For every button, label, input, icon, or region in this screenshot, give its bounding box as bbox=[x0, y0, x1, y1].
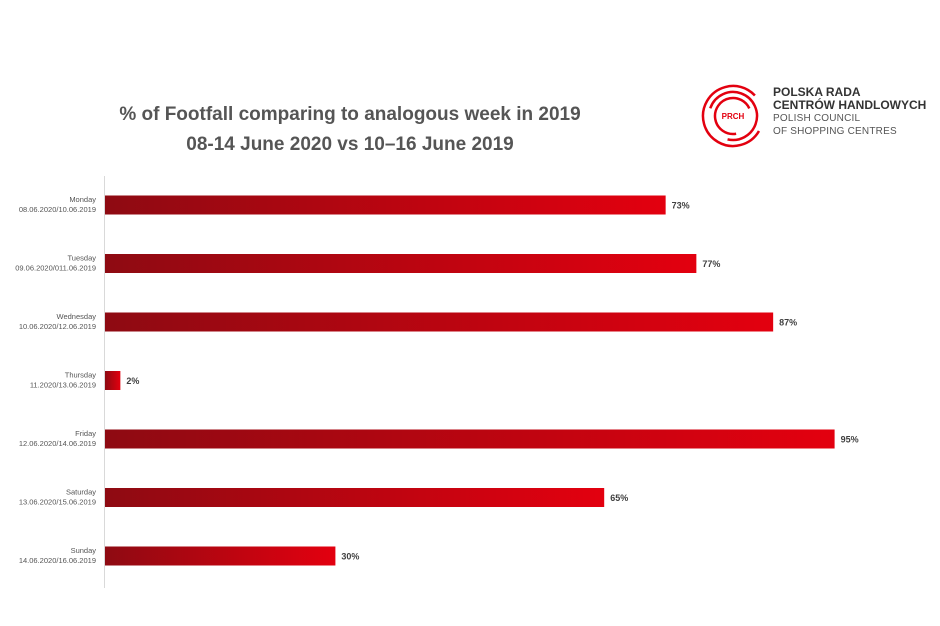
prch-logo: PRCH POLSKA RADA CENTRÓW HANDLOWYCH POLI… bbox=[697, 80, 937, 150]
category-date-label: 11.2020/13.06.2019 bbox=[30, 381, 96, 390]
chart-title-block: % of Footfall comparing to analogous wee… bbox=[40, 100, 660, 160]
category-date-label: 08.06.2020/10.06.2019 bbox=[19, 205, 96, 214]
logo-line-4: OF SHOPPING CENTRES bbox=[773, 126, 897, 137]
bar-thursday bbox=[105, 371, 121, 390]
chart-subtitle: 08-14 June 2020 vs 10–16 June 2019 bbox=[186, 134, 514, 155]
bar-saturday bbox=[105, 488, 605, 507]
category-day-label: Thursday bbox=[65, 371, 97, 380]
prch-badge-text: PRCH bbox=[722, 112, 745, 121]
bar-tuesday bbox=[105, 254, 697, 273]
bar-friday bbox=[105, 429, 835, 449]
category-date-label: 10.06.2020/12.06.2019 bbox=[19, 322, 96, 331]
value-label: 95% bbox=[841, 435, 859, 445]
value-label: 30% bbox=[341, 552, 359, 562]
logo-line-2: CENTRÓW HANDLOWYCH bbox=[773, 98, 927, 112]
prch-logo-text: POLSKA RADA CENTRÓW HANDLOWYCH POLISH CO… bbox=[773, 86, 926, 138]
category-day-label: Saturday bbox=[66, 488, 96, 497]
value-label: 65% bbox=[610, 493, 628, 503]
value-label: 2% bbox=[126, 376, 139, 386]
category-date-label: 12.06.2020/14.06.2019 bbox=[19, 439, 96, 448]
category-date-label: 14.06.2020/16.06.2019 bbox=[19, 556, 96, 565]
chart-title: % of Footfall comparing to analogous wee… bbox=[119, 104, 581, 125]
prch-logo-icon: PRCH bbox=[701, 84, 765, 148]
value-label: 73% bbox=[672, 201, 690, 211]
logo-line-1: POLSKA RADA bbox=[773, 85, 861, 99]
bar-wednesday bbox=[105, 312, 774, 332]
bar-monday bbox=[105, 195, 666, 215]
category-day-label: Sunday bbox=[71, 546, 97, 555]
category-day-label: Friday bbox=[75, 429, 96, 438]
category-day-label: Wednesday bbox=[57, 312, 97, 321]
value-label: 77% bbox=[702, 259, 720, 269]
logo-line-3: POLISH COUNCIL bbox=[773, 113, 861, 124]
category-day-label: Tuesday bbox=[68, 254, 97, 263]
category-date-label: 09.06.2020/011.06.2019 bbox=[15, 264, 96, 273]
category-date-label: 13.06.2020/15.06.2019 bbox=[19, 498, 96, 507]
bar-sunday bbox=[105, 546, 336, 566]
category-day-label: Monday bbox=[69, 195, 96, 204]
value-label: 87% bbox=[779, 318, 797, 328]
